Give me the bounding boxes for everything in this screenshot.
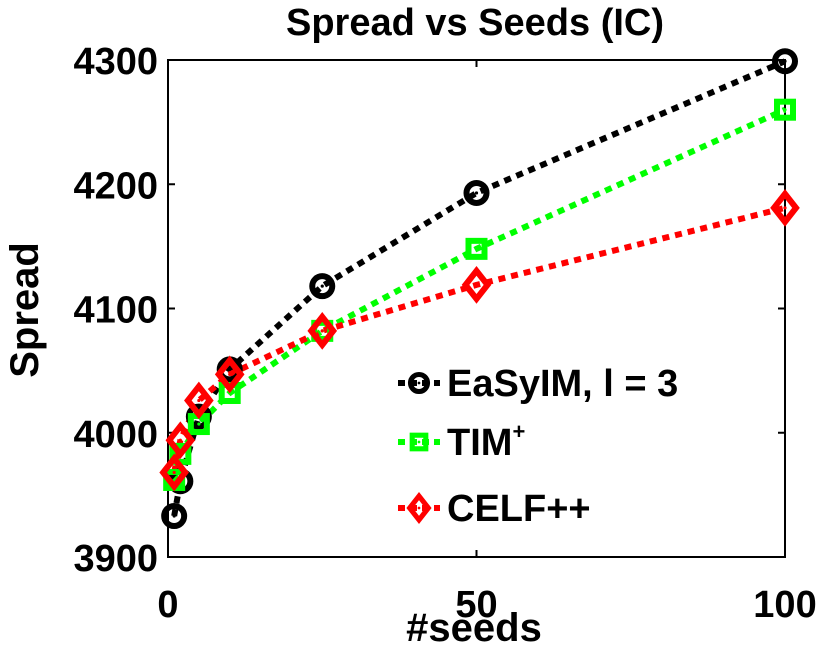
circle-marker-legend <box>407 371 431 395</box>
y-tick-label: 3900 <box>73 538 158 580</box>
plot-area-frame <box>167 59 786 558</box>
circle-marker-center <box>172 514 176 518</box>
square-marker-center <box>197 422 201 426</box>
legend-entry: EaSyIM, l = 3 <box>398 363 678 405</box>
diamond-marker-legend <box>406 491 432 525</box>
diamond-marker <box>461 266 492 304</box>
legend-entry: CELF++ <box>398 488 591 530</box>
diamond-marker-center <box>197 398 201 403</box>
circle-marker <box>309 273 336 300</box>
diamond-marker-center-legend <box>417 506 421 510</box>
circle-marker-center-legend <box>417 381 421 385</box>
legend-entry: TIM+ <box>398 419 525 464</box>
square-marker <box>465 237 488 260</box>
diamond-marker <box>165 421 196 460</box>
circle-marker <box>772 48 798 75</box>
legend-label: CELF++ <box>447 488 591 530</box>
legend-label-text: TIM <box>447 422 512 464</box>
x-tick-label: 100 <box>753 584 816 626</box>
x-tick-label: 0 <box>157 584 178 626</box>
y-axis-label: Spread <box>3 242 47 378</box>
legend: EaSyIM, l = 3 TIM+ CELF++ <box>398 363 678 530</box>
diamond-marker-center <box>228 372 232 376</box>
legend-label: TIM+ <box>447 419 525 464</box>
legend-label-text: CELF++ <box>447 488 591 530</box>
diamond-marker-center <box>474 283 479 287</box>
circle-marker-center <box>474 191 479 195</box>
x-axis-label: #seeds <box>406 606 542 645</box>
chart-title: Spread vs Seeds (IC) <box>286 2 664 44</box>
y-tick-label: 4000 <box>73 414 158 456</box>
square-marker-legend <box>409 432 429 452</box>
y-tick-label: 4100 <box>73 290 158 332</box>
diamond-marker <box>159 453 189 492</box>
circle-marker-center <box>783 59 787 63</box>
diamond-marker <box>770 189 800 227</box>
x-tick-label: 50 <box>455 584 497 626</box>
circle-marker-center <box>228 367 232 371</box>
diamond-marker-center <box>172 470 176 475</box>
diamond-marker <box>214 355 245 394</box>
axis-ticks: 0 50 100 3900 4000 4100 4200 4300 <box>73 41 816 626</box>
y-tick-label: 4200 <box>73 165 158 207</box>
square-marker <box>774 98 796 121</box>
legend-label: EaSyIM, l = 3 <box>447 363 678 405</box>
circle-marker <box>161 502 188 529</box>
diamond-marker-center <box>178 438 182 442</box>
diamond-marker <box>184 381 214 420</box>
legend-label-text: EaSyIM, l = 3 <box>447 363 678 405</box>
y-tick-label: 4300 <box>73 41 158 83</box>
square-marker-center-legend <box>417 440 421 444</box>
square-marker-center <box>474 247 479 251</box>
legend-label-superscript: + <box>512 419 525 444</box>
circle-marker <box>463 179 490 206</box>
circle-marker-center <box>320 284 324 288</box>
diamond-marker <box>307 312 338 350</box>
series-markers <box>159 48 800 529</box>
diamond-marker-center <box>320 329 324 333</box>
square-marker-center <box>783 108 787 112</box>
diamond-marker-center <box>783 206 787 210</box>
